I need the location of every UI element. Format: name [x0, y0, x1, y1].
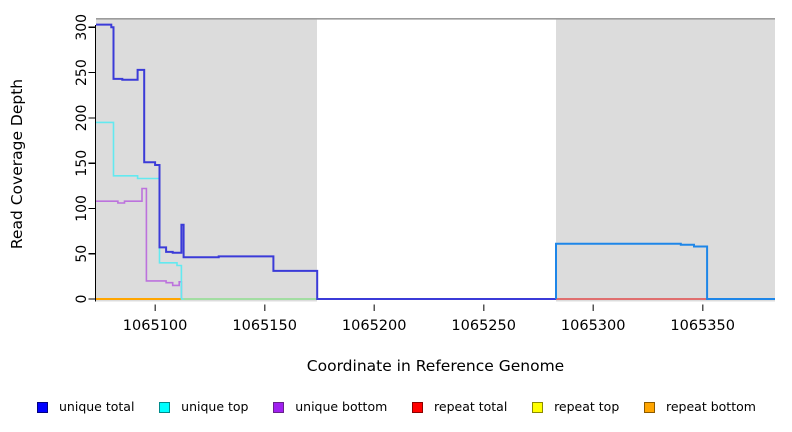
legend-swatch-repeat-total: [412, 401, 424, 413]
y-tick-label: 200: [74, 105, 90, 132]
x-tick-label: 1065250: [451, 318, 516, 334]
masked-region-band: [96, 18, 318, 302]
legend-swatch-unique-bottom: [273, 401, 285, 413]
y-tick-label: 150: [74, 150, 90, 177]
legend-label: repeat total: [434, 399, 508, 414]
y-tick-label: 0: [74, 295, 90, 304]
x-tick-label: 1065100: [123, 318, 188, 334]
series-unique-total-repeat-region-: [555, 242, 775, 300]
legend-item-repeat-total: repeat total: [412, 398, 507, 416]
legend-swatch-unique-total: [37, 401, 48, 413]
legend-item-repeat-top: repeat top: [532, 398, 619, 416]
legend-label: unique top: [181, 399, 249, 414]
y-tick-label: 50: [74, 245, 90, 263]
legend-item-repeat-bottom: repeat bottom: [644, 398, 756, 416]
legend-label: repeat bottom: [666, 399, 756, 414]
coverage-chart: 0 50 100 150 200 250 300 1065100 1065150 1065200 1…: [8, 14, 775, 375]
legend-label: unique total: [59, 399, 135, 414]
legend-label: unique bottom: [295, 399, 388, 414]
y-axis-title: Read Coverage Depth: [8, 79, 26, 249]
legend-item-unique-total: unique total: [37, 398, 134, 416]
legend-item-unique-bottom: unique bottom: [273, 398, 387, 416]
legend-swatch-repeat-top: [532, 401, 544, 413]
y-tick-label: 250: [74, 59, 90, 86]
legend-item-unique-top: unique top: [159, 398, 248, 416]
y-tick-label: 300: [74, 14, 90, 41]
masked-region-band: [556, 18, 775, 302]
x-axis-title: Coordinate in Reference Genome: [307, 357, 564, 375]
legend: unique total unique top unique bottom re…: [0, 398, 792, 416]
legend-swatch-repeat-bottom: [644, 401, 655, 413]
x-tick-label: 1065200: [342, 318, 407, 334]
x-tick-label: 1065150: [232, 318, 297, 334]
y-tick-label: 100: [74, 195, 90, 222]
series-unique-bottom: [96, 187, 183, 299]
series-unique-total: [96, 23, 556, 300]
x-tick-label: 1065350: [670, 318, 735, 334]
legend-label: repeat top: [554, 399, 620, 414]
x-tick-label: 1065300: [561, 318, 626, 334]
legend-swatch-unique-top: [159, 401, 171, 413]
